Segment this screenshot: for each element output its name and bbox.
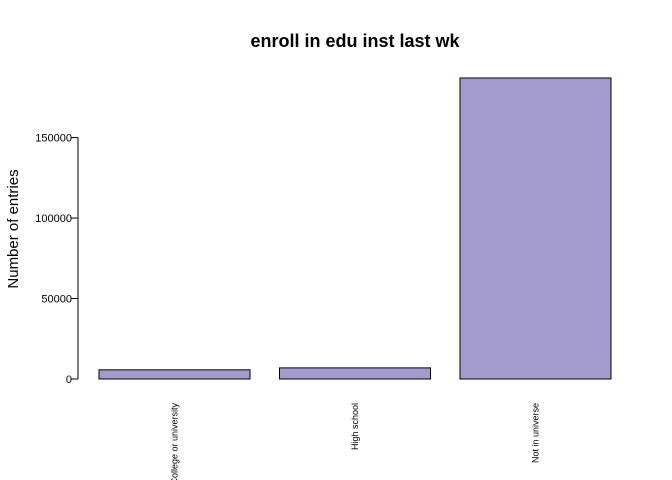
x-tick-label: Not in universe bbox=[531, 403, 541, 463]
y-axis-label: Number of entries bbox=[5, 169, 22, 288]
x-tick-label: College or university bbox=[170, 403, 180, 480]
y-tick-label: 150000 bbox=[35, 133, 72, 145]
bars-group bbox=[98, 77, 612, 380]
bar bbox=[98, 369, 251, 380]
x-axis-labels: College or university High school Not in u… bbox=[170, 403, 541, 480]
chart-title: enroll in edu inst last wk bbox=[250, 31, 460, 51]
bar bbox=[459, 77, 612, 380]
y-tick-label: 50000 bbox=[41, 294, 72, 306]
bar bbox=[279, 367, 431, 380]
y-tick-label: 100000 bbox=[35, 213, 72, 225]
x-tick-label: High school bbox=[350, 403, 360, 450]
y-tick-label: 0 bbox=[66, 374, 72, 386]
y-axis: 0 50000 100000 150000 bbox=[35, 133, 79, 386]
